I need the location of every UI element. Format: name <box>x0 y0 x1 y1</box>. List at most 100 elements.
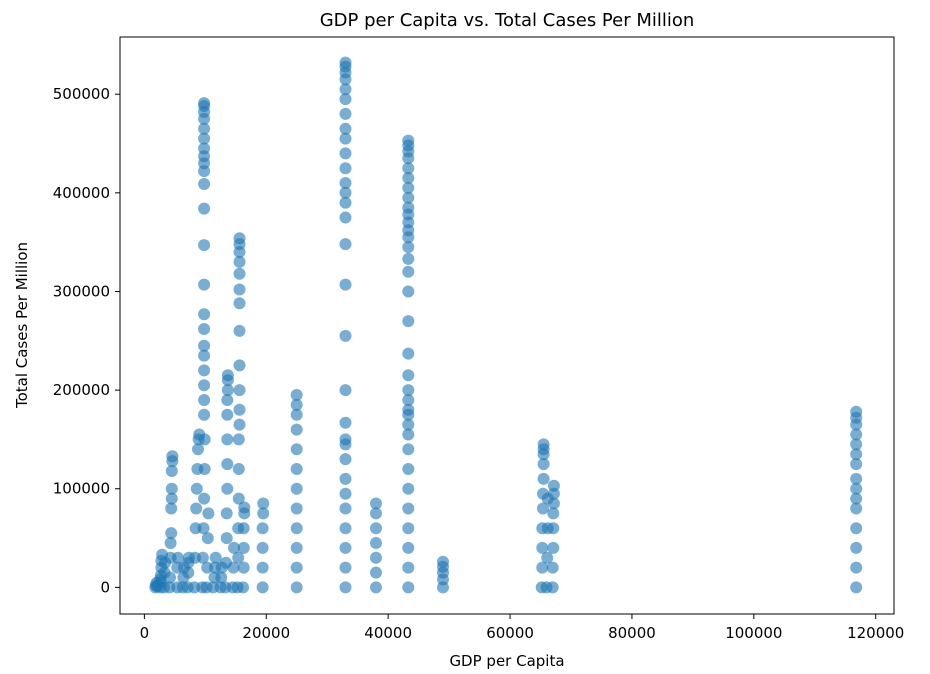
data-point <box>164 571 176 584</box>
data-point <box>221 384 234 397</box>
data-point <box>537 458 550 471</box>
data-point <box>339 502 352 515</box>
data-point <box>850 438 863 451</box>
data-point <box>850 405 863 418</box>
data-point <box>290 502 303 515</box>
data-point <box>238 501 251 514</box>
data-point <box>209 551 222 564</box>
data-point <box>233 297 246 310</box>
data-point <box>233 255 246 268</box>
data-point <box>232 551 245 564</box>
data-point <box>402 265 415 278</box>
data-point <box>546 561 559 574</box>
data-point <box>202 507 215 520</box>
data-point <box>402 522 415 535</box>
data-point <box>850 541 863 554</box>
data-point <box>227 561 240 574</box>
data-point <box>850 492 863 505</box>
data-point <box>221 408 234 421</box>
x-axis-ticks: 0 20000 40000 60000 80000 100000 120000 <box>140 614 904 642</box>
data-point <box>256 561 269 574</box>
data-point <box>339 561 352 574</box>
data-point <box>221 433 234 446</box>
data-point <box>402 403 415 416</box>
data-point <box>233 267 246 280</box>
y-tick-label: 300000 <box>53 282 110 300</box>
data-point <box>339 177 352 189</box>
data-point <box>197 522 210 535</box>
data-point <box>290 398 303 411</box>
data-point <box>198 492 211 505</box>
data-point <box>220 507 233 520</box>
data-point <box>165 482 178 495</box>
data-point <box>370 497 382 510</box>
data-point <box>290 581 303 594</box>
y-tick-label: 500000 <box>53 85 110 103</box>
data-point <box>402 482 415 495</box>
data-point <box>402 463 415 475</box>
data-point <box>402 428 415 441</box>
data-point <box>339 433 352 446</box>
data-point <box>536 561 549 574</box>
data-point <box>339 522 352 535</box>
data-point <box>233 283 246 296</box>
data-points <box>149 56 863 594</box>
data-point <box>290 522 303 535</box>
data-point <box>237 561 250 574</box>
data-point <box>233 384 246 397</box>
data-point <box>165 465 178 477</box>
data-point <box>220 532 233 545</box>
data-point <box>198 349 211 362</box>
data-point <box>402 285 415 298</box>
data-point <box>339 581 352 594</box>
data-point <box>402 252 415 265</box>
data-point <box>166 450 179 463</box>
data-point <box>339 329 352 342</box>
data-point <box>339 56 352 69</box>
data-point <box>339 186 352 199</box>
data-point <box>290 423 303 436</box>
data-point <box>165 527 178 540</box>
data-point <box>850 448 863 461</box>
data-point <box>233 418 246 431</box>
x-tick-label: 20000 <box>242 624 290 642</box>
data-point <box>402 443 415 456</box>
data-point <box>290 541 303 554</box>
data-point <box>402 561 415 574</box>
data-point <box>257 497 270 510</box>
data-point <box>402 384 415 397</box>
data-point <box>339 453 352 466</box>
data-point <box>437 555 449 568</box>
data-point <box>201 532 214 545</box>
data-point <box>290 389 303 401</box>
data-point <box>165 492 178 505</box>
data-point <box>850 581 863 594</box>
data-point <box>402 347 415 360</box>
data-point <box>850 428 863 441</box>
data-point <box>402 181 415 194</box>
data-point <box>198 433 211 446</box>
data-point <box>290 561 303 574</box>
data-point <box>402 241 415 254</box>
data-point <box>190 482 203 495</box>
data-point <box>402 418 415 431</box>
y-tick-label: 0 <box>100 578 110 596</box>
data-point <box>171 551 184 564</box>
data-point <box>198 142 211 155</box>
data-point <box>198 323 211 335</box>
data-point <box>850 482 863 495</box>
data-point <box>402 394 415 406</box>
data-point <box>402 172 415 184</box>
data-point <box>196 551 209 564</box>
data-point <box>221 482 234 495</box>
data-point <box>237 541 250 554</box>
data-point <box>370 507 382 520</box>
data-point <box>198 364 211 377</box>
data-point <box>850 458 863 471</box>
data-point <box>290 482 303 495</box>
data-point <box>546 581 559 594</box>
data-point <box>233 232 246 245</box>
data-point <box>198 178 211 190</box>
